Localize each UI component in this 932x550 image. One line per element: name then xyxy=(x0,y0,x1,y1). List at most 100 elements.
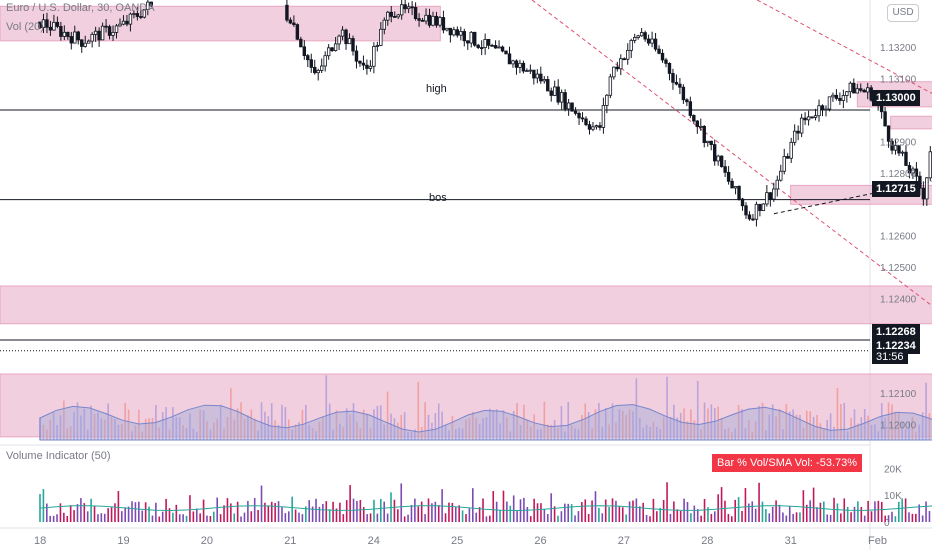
candle-body xyxy=(132,13,136,15)
volume-indicator-bar xyxy=(141,510,144,522)
candle-body xyxy=(566,102,571,110)
volume-indicator-bar xyxy=(727,513,730,522)
volume-indicator-bar xyxy=(744,488,747,522)
candle-body xyxy=(135,13,140,17)
volume-indicator-bar xyxy=(795,512,798,522)
volume-indicator-bar xyxy=(373,499,375,522)
volume-indicator-bar xyxy=(788,506,791,522)
volume-bar xyxy=(103,419,106,440)
candle-body xyxy=(608,76,613,96)
volume-bar xyxy=(107,403,109,440)
candle-body xyxy=(636,35,640,38)
volume-bar xyxy=(812,416,815,440)
volume-bar xyxy=(185,427,188,440)
candle-body xyxy=(893,145,898,151)
candle-body xyxy=(114,25,119,33)
volume-bar xyxy=(417,381,420,440)
candle-body xyxy=(712,144,717,162)
volume-bar xyxy=(441,411,443,440)
candle-body xyxy=(570,102,574,112)
channel-line-0 xyxy=(531,0,932,307)
volume-bar xyxy=(356,421,358,440)
volume-indicator-bar xyxy=(564,503,566,522)
volume-indicator-bar xyxy=(117,491,120,522)
volume-indicator-bar xyxy=(397,509,399,522)
volume-bar xyxy=(553,420,556,440)
candle-body xyxy=(726,171,731,182)
volume-indicator-bar xyxy=(894,516,897,522)
volume-bar xyxy=(397,422,399,440)
candle-body xyxy=(573,110,578,114)
volume-indicator-bar xyxy=(765,509,767,522)
candle-body xyxy=(758,203,762,212)
candle-body xyxy=(803,117,807,121)
candle-body xyxy=(299,38,303,48)
candle-body xyxy=(622,58,626,61)
volume-indicator-bar xyxy=(492,491,495,522)
volume-indicator-bar xyxy=(897,501,900,522)
volume-indicator-bar xyxy=(257,510,259,522)
candle-body xyxy=(125,20,129,25)
volume-indicator-bar xyxy=(741,510,743,522)
candle-body xyxy=(706,140,710,144)
candle-body xyxy=(827,96,832,110)
candle-body xyxy=(382,19,387,30)
volume-indicator-bar xyxy=(114,503,116,522)
candle-body xyxy=(532,69,536,79)
volume-indicator-bar xyxy=(771,506,774,522)
candle-body xyxy=(399,4,404,16)
volume-bar xyxy=(768,414,771,440)
candle-body xyxy=(681,86,686,101)
candle-body xyxy=(539,73,543,82)
symbol-title: Euro / U.S. Dollar, 30, OANDA xyxy=(6,2,155,14)
candle-body xyxy=(427,14,432,26)
volume-indicator-bar xyxy=(383,501,385,522)
volume-indicator-bar xyxy=(809,500,811,522)
candle-body xyxy=(810,116,814,119)
volume-indicator-bar xyxy=(550,493,552,522)
candle-body xyxy=(104,25,108,28)
candle-body xyxy=(719,155,724,168)
candle-body xyxy=(761,203,766,212)
x-tick-label: 26 xyxy=(534,535,546,547)
candle-body xyxy=(424,14,428,22)
volume-bar xyxy=(63,400,65,440)
volume-bar xyxy=(581,415,583,440)
volume-indicator-bar xyxy=(80,498,82,522)
volume-bar xyxy=(56,424,58,440)
candle-body xyxy=(598,125,602,128)
volume-bar xyxy=(308,425,311,440)
volume-indicator-bar xyxy=(904,498,907,522)
volume-bar xyxy=(182,425,184,440)
price-tag-1300: 1.13000 xyxy=(872,90,920,106)
volume-indicator-bar xyxy=(591,500,593,522)
candle-body xyxy=(347,38,352,45)
candle-body xyxy=(107,26,112,36)
candle-body xyxy=(431,15,435,26)
candle-body xyxy=(639,32,644,37)
candle-body xyxy=(883,111,887,127)
candle-body xyxy=(93,30,98,35)
candle-body xyxy=(97,30,101,41)
candle-body xyxy=(928,151,932,179)
volume-indicator-bar xyxy=(819,502,822,522)
volume-bar xyxy=(386,391,389,440)
volume-indicator-label: Volume Indicator (50) xyxy=(6,450,111,462)
volume-bar xyxy=(788,411,791,440)
candle-body xyxy=(824,108,828,111)
volume-indicator-bar xyxy=(560,511,563,522)
volume-bar xyxy=(291,429,293,440)
candle-body xyxy=(744,205,748,216)
volume-indicator-bar xyxy=(540,503,542,522)
currency-button[interactable]: USD xyxy=(887,4,919,22)
candle-body xyxy=(612,66,616,78)
volume-bar xyxy=(519,425,522,440)
candle-body xyxy=(448,27,453,36)
volume-bar xyxy=(533,414,535,440)
y-tick-label: 1.12600 xyxy=(880,232,917,243)
volume-bar xyxy=(230,388,232,440)
volume-bar xyxy=(584,403,587,440)
volume-indicator-bar xyxy=(587,513,590,522)
y-tick-label: 1.12500 xyxy=(880,263,917,274)
